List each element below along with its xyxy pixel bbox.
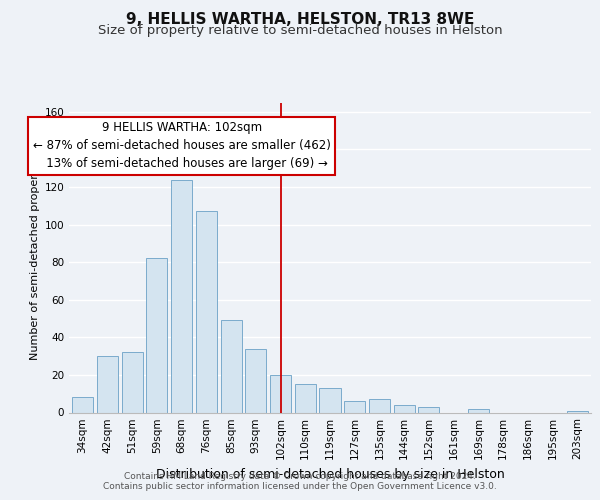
Text: 9 HELLIS WARTHA: 102sqm
← 87% of semi-detached houses are smaller (462)
   13% o: 9 HELLIS WARTHA: 102sqm ← 87% of semi-de… — [32, 122, 331, 170]
Bar — [567, 410, 588, 412]
Bar — [72, 398, 93, 412]
Bar — [97, 356, 118, 412]
Bar — [171, 180, 192, 412]
Bar — [270, 375, 291, 412]
Bar — [394, 405, 415, 412]
Bar — [418, 407, 439, 412]
Text: Contains public sector information licensed under the Open Government Licence v3: Contains public sector information licen… — [103, 482, 497, 491]
Bar — [146, 258, 167, 412]
Text: 9, HELLIS WARTHA, HELSTON, TR13 8WE: 9, HELLIS WARTHA, HELSTON, TR13 8WE — [126, 12, 474, 28]
Bar — [122, 352, 143, 412]
Bar — [369, 400, 390, 412]
Bar — [468, 408, 489, 412]
Y-axis label: Number of semi-detached properties: Number of semi-detached properties — [30, 154, 40, 360]
Bar — [344, 401, 365, 412]
Bar — [295, 384, 316, 412]
Bar — [221, 320, 242, 412]
Bar — [245, 348, 266, 412]
Text: Size of property relative to semi-detached houses in Helston: Size of property relative to semi-detach… — [98, 24, 502, 37]
Text: Contains HM Land Registry data © Crown copyright and database right 2024.: Contains HM Land Registry data © Crown c… — [124, 472, 476, 481]
Bar — [319, 388, 341, 412]
X-axis label: Distribution of semi-detached houses by size in Helston: Distribution of semi-detached houses by … — [155, 468, 505, 481]
Bar — [196, 212, 217, 412]
